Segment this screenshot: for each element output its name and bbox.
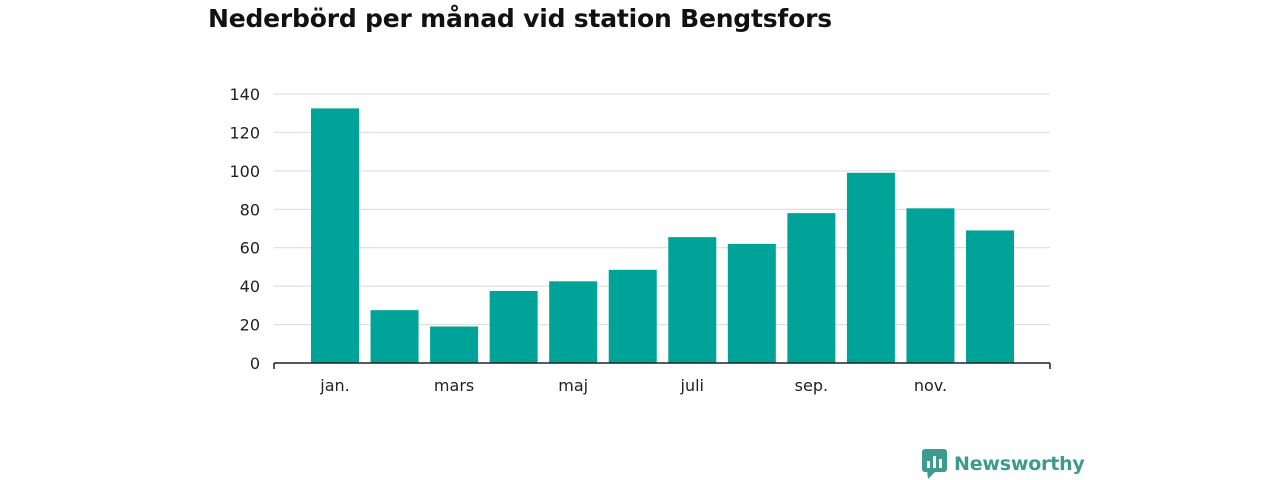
bar-10: [846, 172, 895, 363]
x-tick-label: mars: [434, 376, 474, 395]
x-tick-label: jan.: [319, 376, 349, 395]
tick-labels: 0 20 40 60 80 100 120 140 jan. mars maj juli sep. nov…: [229, 85, 947, 395]
y-tick-label: 140: [229, 85, 260, 104]
y-tick-label: 40: [240, 277, 260, 296]
bar-5: [549, 281, 598, 363]
chart-title: Nederbörd per månad vid station Bengtsfo…: [208, 4, 832, 33]
y-tick-label: 0: [250, 354, 260, 373]
bar-11: [906, 208, 955, 363]
brand-name: Newsworthy: [954, 453, 1085, 475]
y-tick-label: 80: [240, 200, 260, 219]
bar-7: [668, 237, 717, 363]
x-tick-label: sep.: [795, 376, 828, 395]
y-tick-label: 20: [240, 316, 260, 335]
axes: [273, 362, 1051, 369]
bar-1: [311, 108, 359, 364]
bar-2: [370, 310, 419, 363]
y-tick-label: 120: [229, 123, 260, 142]
newsworthy-logo-icon: [922, 449, 947, 479]
bar-3: [430, 326, 479, 363]
bar-12: [966, 230, 1014, 363]
bar-6: [608, 269, 657, 363]
bar-8: [727, 243, 776, 363]
bar-4: [489, 290, 538, 363]
x-tick-label: nov.: [914, 376, 947, 395]
x-tick-label: juli: [680, 376, 704, 395]
y-tick-label: 60: [240, 239, 260, 258]
bar-9: [787, 213, 836, 363]
bars: [311, 108, 1014, 364]
newsworthy-brand: Newsworthy: [922, 449, 1085, 479]
x-tick-label: maj: [558, 376, 588, 395]
y-tick-label: 100: [229, 162, 260, 181]
